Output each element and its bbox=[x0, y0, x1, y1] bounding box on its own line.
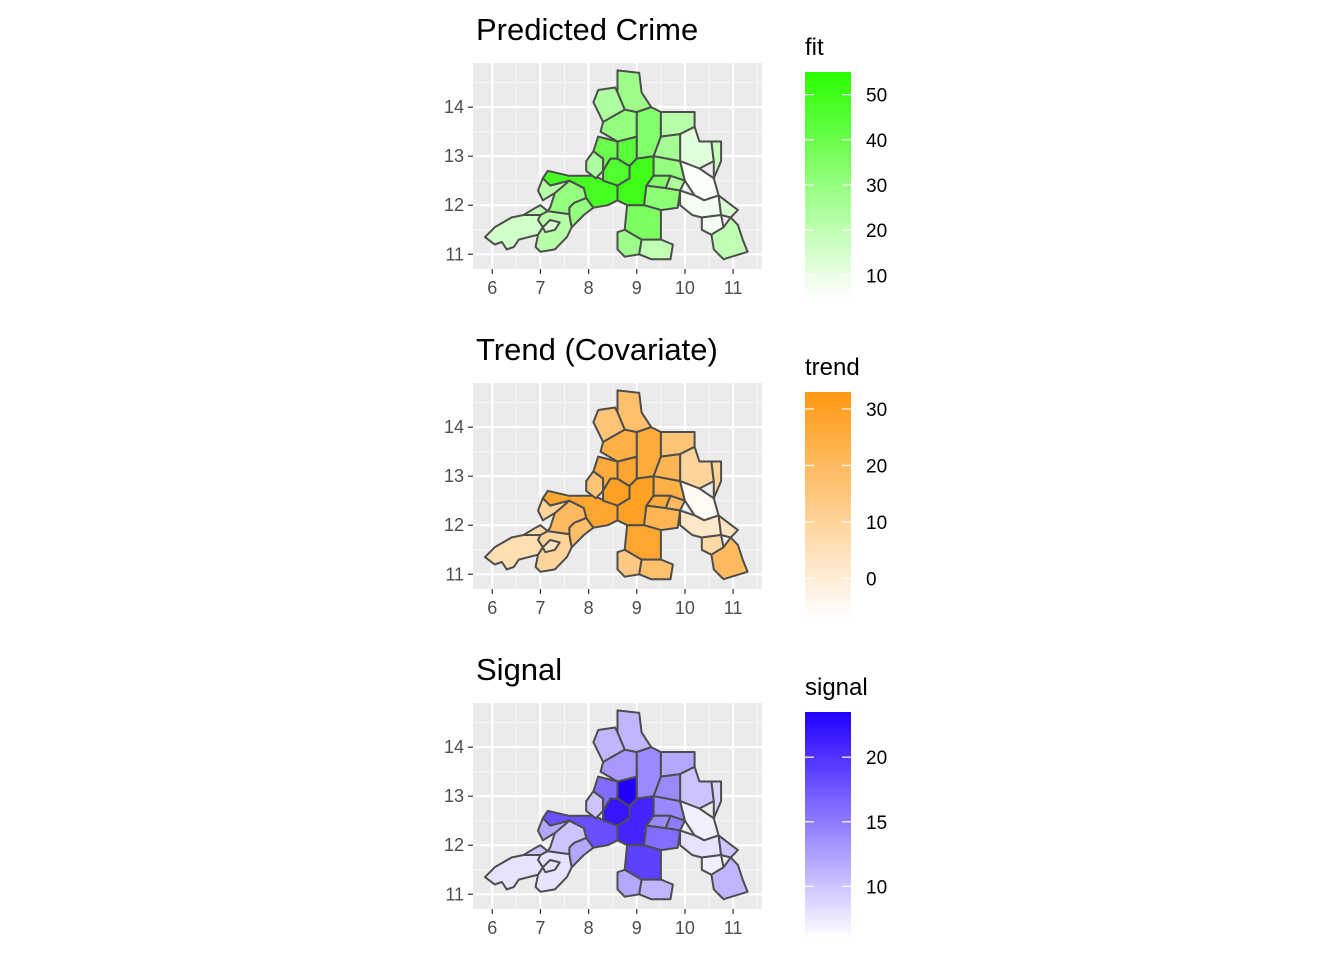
x-tick-label: 9 bbox=[632, 918, 642, 938]
x-tick-label: 6 bbox=[487, 918, 497, 938]
y-tick-label: 12 bbox=[444, 515, 464, 535]
x-tick-label: 7 bbox=[535, 278, 545, 298]
legend-colorbar bbox=[805, 712, 851, 938]
region-r33 bbox=[710, 856, 749, 901]
panel-title: Trend (Covariate) bbox=[476, 332, 718, 367]
region-r29 bbox=[710, 140, 723, 180]
y-tick-label: 13 bbox=[444, 146, 464, 166]
y-tick-label: 13 bbox=[444, 466, 464, 486]
legend-tick-label: 30 bbox=[866, 176, 887, 197]
region-r16 bbox=[616, 69, 653, 113]
panel-1: Predicted Crime 6 7 8 9 10 11 11 12 13 14 fit 10 20 30… bbox=[444, 12, 887, 298]
region-r08 bbox=[537, 497, 571, 522]
region-r27 bbox=[638, 238, 674, 261]
region-r29 bbox=[710, 460, 723, 500]
x-tick-label: 11 bbox=[724, 278, 743, 298]
x-tick-label: 6 bbox=[487, 278, 497, 298]
region-r04 bbox=[541, 219, 561, 234]
region-r17 bbox=[592, 726, 626, 763]
x-tick-label: 10 bbox=[675, 918, 695, 938]
legend-tick-label: 20 bbox=[866, 221, 887, 242]
legend-tick-label: 20 bbox=[866, 456, 887, 477]
region-r33 bbox=[710, 536, 749, 581]
x-tick-label: 6 bbox=[487, 598, 497, 618]
legend-tick-label: 10 bbox=[866, 266, 887, 287]
map bbox=[484, 709, 749, 901]
y-tick-label: 11 bbox=[445, 564, 464, 584]
region-r33 bbox=[710, 216, 749, 261]
legend-title: signal bbox=[805, 674, 868, 701]
region-r16 bbox=[616, 389, 653, 433]
x-tick-label: 11 bbox=[724, 598, 743, 618]
x-tick-label: 8 bbox=[584, 598, 594, 618]
region-r08 bbox=[537, 817, 571, 842]
y-tick-label: 12 bbox=[444, 835, 464, 855]
x-tick-label: 8 bbox=[584, 918, 594, 938]
region-r03 bbox=[522, 844, 549, 856]
region-r31 bbox=[717, 194, 739, 219]
legend-tick-label: 40 bbox=[866, 131, 887, 152]
x-tick-label: 9 bbox=[632, 598, 642, 618]
legend-title: fit bbox=[805, 34, 824, 61]
x-tick-label: 10 bbox=[675, 278, 695, 298]
y-tick-label: 11 bbox=[445, 884, 464, 904]
region-r29 bbox=[710, 780, 723, 820]
region-r03 bbox=[522, 524, 549, 536]
panel-2: Trend (Covariate) 6 7 8 9 10 11 11 12 13 14 trend 0 1… bbox=[444, 332, 887, 618]
legend-title: trend bbox=[805, 354, 860, 381]
x-tick-label: 7 bbox=[535, 918, 545, 938]
region-r17 bbox=[592, 406, 626, 443]
y-tick-label: 14 bbox=[444, 97, 464, 117]
region-r31 bbox=[717, 514, 739, 539]
panel-3: Signal 6 7 8 9 10 11 11 12 13 14 signal 10 15 20 bbox=[444, 652, 887, 938]
region-r31 bbox=[717, 834, 739, 859]
region-r02 bbox=[484, 854, 544, 891]
region-r02 bbox=[484, 214, 544, 251]
y-tick-label: 11 bbox=[445, 244, 464, 264]
region-r17 bbox=[592, 86, 626, 123]
panel-title: Signal bbox=[476, 652, 562, 687]
legend-tick-label: 50 bbox=[866, 86, 887, 107]
legend-tick-label: 0 bbox=[866, 569, 877, 590]
region-r27 bbox=[638, 878, 674, 901]
x-tick-label: 8 bbox=[584, 278, 594, 298]
map bbox=[484, 389, 749, 581]
region-r04 bbox=[541, 859, 561, 874]
x-tick-label: 10 bbox=[675, 598, 695, 618]
region-r03 bbox=[522, 204, 549, 216]
y-tick-label: 12 bbox=[444, 195, 464, 215]
region-r16 bbox=[616, 709, 653, 753]
region-r27 bbox=[638, 558, 674, 581]
map bbox=[484, 69, 749, 261]
region-r02 bbox=[484, 534, 544, 571]
region-r19 bbox=[679, 765, 715, 810]
region-r07 bbox=[546, 819, 588, 856]
panel-title: Predicted Crime bbox=[476, 12, 698, 47]
legend-tick-label: 20 bbox=[866, 748, 887, 769]
y-tick-label: 13 bbox=[444, 786, 464, 806]
legend-colorbar bbox=[805, 392, 851, 618]
legend-tick-label: 15 bbox=[866, 813, 887, 834]
x-tick-label: 7 bbox=[535, 598, 545, 618]
x-tick-label: 11 bbox=[724, 918, 743, 938]
region-r08 bbox=[537, 177, 571, 202]
legend-tick-label: 10 bbox=[866, 877, 887, 898]
region-r04 bbox=[541, 539, 561, 554]
region-r19 bbox=[679, 445, 715, 490]
region-r19 bbox=[679, 125, 715, 170]
x-tick-label: 9 bbox=[632, 278, 642, 298]
y-tick-label: 14 bbox=[444, 737, 464, 757]
y-tick-label: 14 bbox=[444, 417, 464, 437]
region-r07 bbox=[546, 179, 588, 216]
region-r07 bbox=[546, 499, 588, 536]
legend-tick-label: 10 bbox=[866, 513, 887, 534]
legend-tick-label: 30 bbox=[866, 400, 887, 421]
